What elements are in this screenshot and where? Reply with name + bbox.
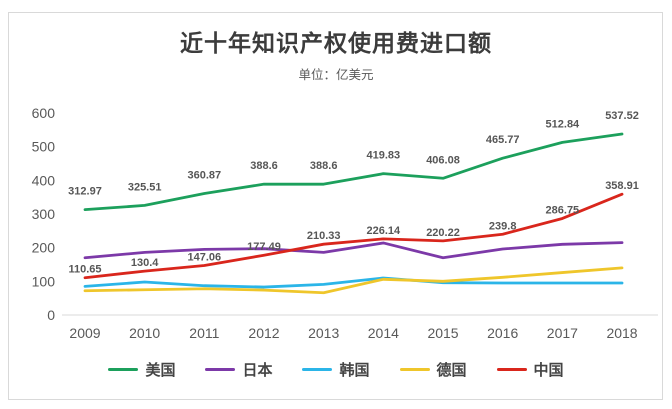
x-axis-tick-label: 2013: [308, 325, 339, 341]
y-axis-tick-label: 400: [32, 172, 56, 188]
y-axis-tick-label: 600: [32, 105, 56, 121]
series-line-germany: [83, 266, 624, 295]
y-axis-tick-label: 100: [32, 273, 56, 289]
data-label-usa: 406.08: [426, 154, 460, 166]
y-axis-tick-label: 300: [32, 206, 56, 222]
data-label-usa: 465.77: [486, 134, 520, 146]
chart-unit-label: 单位：亿美元: [298, 68, 374, 82]
legend-label-germany: 德国: [436, 362, 467, 379]
data-label-china: 286.75: [546, 204, 580, 216]
series-line-usa: [83, 132, 624, 212]
data-label-china: 220.22: [426, 227, 460, 239]
data-label-china: 130.4: [131, 257, 159, 269]
data-label-china: 239.8: [489, 220, 517, 232]
chart-title: 近十年知识产权使用费进口额: [180, 30, 492, 56]
y-axis-tick-label: 500: [32, 139, 56, 155]
data-label-usa: 312.97: [68, 186, 102, 198]
data-label-china: 210.33: [307, 230, 341, 242]
series-line-china: [83, 192, 624, 280]
data-label-usa: 537.52: [605, 110, 639, 122]
x-axis-tick-label: 2018: [606, 325, 637, 341]
x-axis-tick-label: 2011: [189, 325, 219, 341]
legend-label-usa: 美国: [145, 362, 176, 379]
data-label-usa: 388.6: [310, 160, 338, 172]
y-axis-tick-label: 0: [47, 307, 55, 323]
data-label-china: 226.14: [367, 225, 402, 237]
legend-label-china: 中国: [533, 362, 564, 379]
data-label-usa: 419.83: [367, 150, 401, 162]
legend-item-china: 中国: [496, 359, 564, 380]
data-label-usa: 388.6: [250, 160, 278, 172]
data-label-china: 358.91: [605, 180, 639, 192]
x-axis-tick-label: 2017: [547, 325, 578, 341]
data-label-usa: 360.87: [188, 170, 222, 182]
data-label-usa: 325.51: [128, 181, 162, 193]
x-axis-tick-label: 2010: [129, 325, 160, 341]
legend-item-korea: 韩国: [302, 359, 370, 380]
y-axis-tick-label: 200: [32, 240, 56, 256]
series-line-japan: [83, 241, 624, 260]
legend-swatch-china: [496, 367, 527, 372]
legend-swatch-germany: [399, 367, 430, 372]
legend-label-korea: 韩国: [339, 362, 370, 379]
data-label-china: 177.49: [247, 241, 281, 253]
x-axis-tick-label: 2009: [69, 325, 100, 341]
legend-item-usa: 美国: [108, 359, 175, 380]
legend-item-japan: 日本: [205, 359, 272, 380]
chart-legend: 美国 日本 韩国 德国 中国: [0, 359, 672, 380]
x-axis-tick-label: 2016: [487, 325, 518, 341]
legend-item-germany: 德国: [399, 359, 467, 380]
x-axis-tick-label: 2015: [427, 325, 458, 341]
legend-label-japan: 日本: [242, 362, 273, 379]
legend-swatch-usa: [108, 367, 139, 372]
series-line-korea: [83, 276, 624, 289]
data-label-china: 147.06: [188, 251, 222, 263]
x-axis-tick-label: 2012: [248, 325, 279, 341]
x-axis-tick-label: 2014: [368, 325, 399, 341]
data-label-usa: 512.84: [546, 118, 581, 130]
legend-swatch-japan: [205, 367, 236, 372]
data-label-china: 110.65: [68, 264, 101, 276]
legend-swatch-korea: [302, 367, 333, 372]
